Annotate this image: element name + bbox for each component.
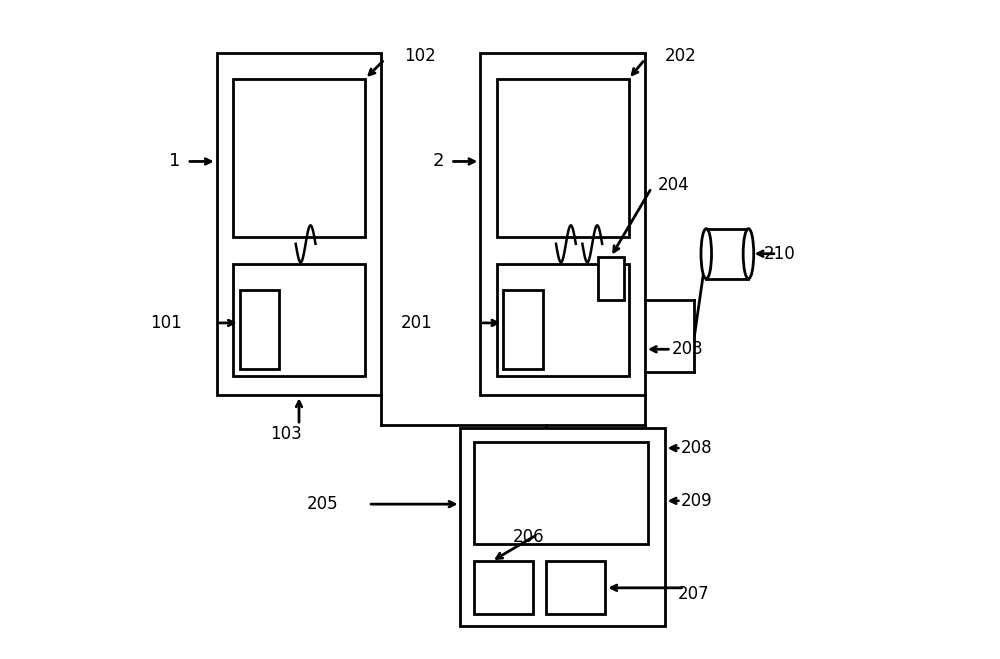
Text: 103: 103 [270, 425, 302, 443]
Text: 204: 204 [658, 175, 690, 194]
Text: 102: 102 [404, 47, 436, 65]
Bar [598, 257, 624, 300]
Bar [474, 442, 648, 544]
Text: 203: 203 [671, 340, 703, 358]
Bar [706, 229, 748, 279]
Text: 2: 2 [432, 152, 444, 171]
Bar [233, 264, 365, 376]
Bar [217, 53, 381, 395]
Bar [546, 561, 605, 614]
Bar [240, 290, 279, 369]
Text: 101: 101 [151, 314, 182, 332]
Bar [460, 428, 665, 626]
Ellipse shape [743, 229, 754, 279]
Text: 210: 210 [764, 244, 795, 263]
Ellipse shape [701, 229, 712, 279]
Text: 202: 202 [665, 47, 696, 65]
Bar [497, 79, 629, 237]
Bar [474, 561, 533, 614]
Text: 208: 208 [681, 439, 713, 457]
Text: 209: 209 [681, 492, 713, 510]
Bar [480, 53, 645, 395]
Text: 205: 205 [307, 495, 339, 513]
Text: 1: 1 [169, 152, 180, 171]
Bar [497, 264, 629, 376]
Bar [503, 290, 543, 369]
Text: 206: 206 [513, 528, 545, 546]
Text: 207: 207 [678, 585, 710, 604]
Bar [233, 79, 365, 237]
Text: 201: 201 [401, 314, 433, 332]
